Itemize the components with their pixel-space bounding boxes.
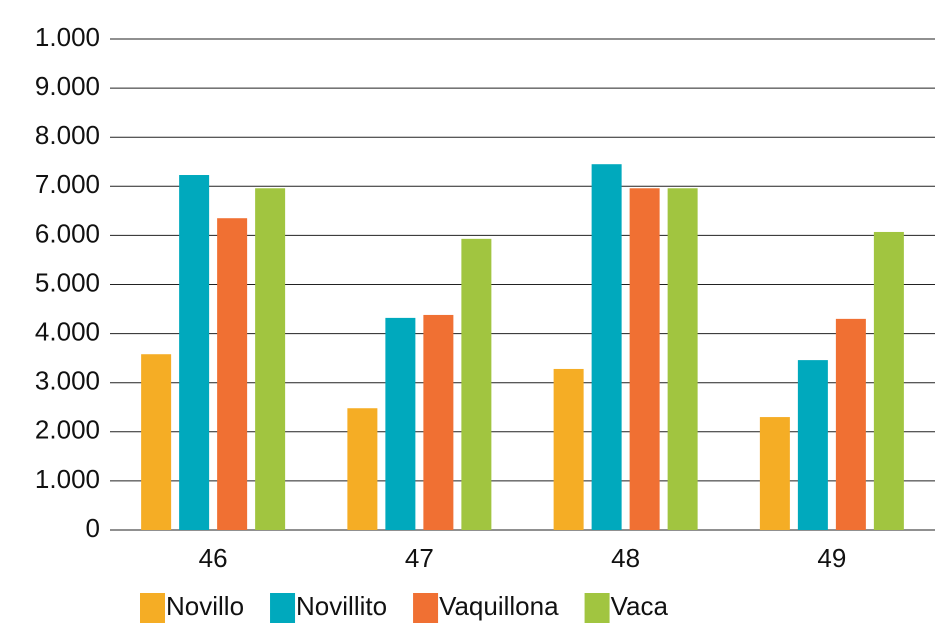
- legend-swatch: [584, 593, 610, 623]
- y-tick-label: 4.000: [35, 316, 100, 346]
- bar: [667, 188, 698, 530]
- x-tick-label: 49: [817, 543, 846, 573]
- bar: [759, 417, 790, 530]
- y-tick-label: 3.000: [35, 366, 100, 396]
- y-tick-label: 0: [86, 513, 100, 543]
- y-tick-label: 1.000: [35, 464, 100, 494]
- y-tick-label: 6.000: [35, 218, 100, 248]
- legend-label: Novillito: [296, 591, 387, 621]
- bar: [629, 188, 660, 530]
- bar: [255, 188, 286, 530]
- y-tick-label: 1.000: [35, 22, 100, 52]
- legend-swatch: [140, 593, 165, 623]
- x-tick-label: 48: [611, 543, 640, 573]
- bar: [873, 231, 904, 530]
- bar: [141, 354, 172, 530]
- bar: [797, 360, 828, 530]
- bar: [179, 175, 210, 530]
- y-tick-label: 8.000: [35, 120, 100, 150]
- legend-swatch: [270, 593, 296, 623]
- x-tick-label: 46: [199, 543, 228, 573]
- y-tick-label: 5.000: [35, 267, 100, 297]
- y-tick-label: 2.000: [35, 415, 100, 445]
- legend-swatch: [413, 593, 439, 623]
- bar: [347, 408, 378, 530]
- legend-label: Vaca: [611, 591, 669, 621]
- y-tick-label: 7.000: [35, 169, 100, 199]
- bar: [591, 164, 622, 530]
- bar: [835, 318, 866, 530]
- bar: [553, 368, 584, 530]
- bar: [217, 218, 248, 530]
- y-tick-label: 9.000: [35, 71, 100, 101]
- bar: [423, 314, 454, 530]
- bar: [461, 238, 492, 530]
- legend-label: Vaquillona: [439, 591, 559, 621]
- x-tick-label: 47: [405, 543, 434, 573]
- legend-label: Novillo: [166, 591, 244, 621]
- bar: [385, 317, 416, 530]
